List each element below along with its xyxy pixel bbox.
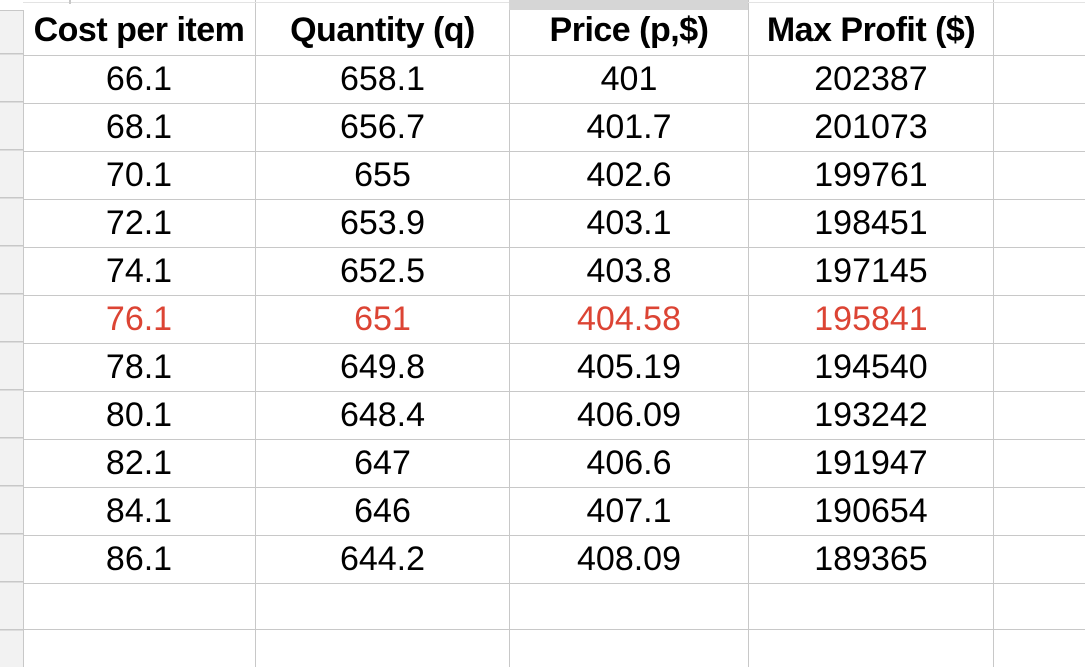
- cell[interactable]: [994, 488, 1085, 535]
- cell[interactable]: 70.1: [23, 152, 256, 199]
- cell[interactable]: 655: [256, 152, 510, 199]
- cell[interactable]: [994, 152, 1085, 199]
- cell[interactable]: 658.1: [256, 56, 510, 103]
- cell[interactable]: 653.9: [256, 200, 510, 247]
- cell[interactable]: [994, 536, 1085, 583]
- cell[interactable]: 84.1: [23, 488, 256, 535]
- header-cell[interactable]: Price (p,$): [510, 0, 749, 55]
- header-cell[interactable]: [994, 0, 1085, 55]
- cell[interactable]: 403.1: [510, 200, 749, 247]
- cell[interactable]: 198451: [749, 200, 994, 247]
- cell[interactable]: 652.5: [256, 248, 510, 295]
- cell[interactable]: [994, 344, 1085, 391]
- cell[interactable]: [23, 584, 256, 629]
- cell[interactable]: 68.1: [23, 104, 256, 151]
- table-row: 72.1 653.9 403.1 198451: [23, 200, 1085, 248]
- cell[interactable]: [994, 56, 1085, 103]
- table-row: 68.1 656.7 401.7 201073: [23, 104, 1085, 152]
- header-cell[interactable]: Max Profit ($): [749, 0, 994, 55]
- cell[interactable]: 201073: [749, 104, 994, 151]
- table-row: 82.1 647 406.6 191947: [23, 440, 1085, 488]
- cell[interactable]: 72.1: [23, 200, 256, 247]
- table-row: 74.1 652.5 403.8 197145: [23, 248, 1085, 296]
- cell[interactable]: 404.58: [510, 296, 749, 343]
- table-row: 70.1 655 402.6 199761: [23, 152, 1085, 200]
- cell[interactable]: 651: [256, 296, 510, 343]
- cell[interactable]: [256, 630, 510, 667]
- cell[interactable]: 194540: [749, 344, 994, 391]
- cell[interactable]: 82.1: [23, 440, 256, 487]
- cell[interactable]: 78.1: [23, 344, 256, 391]
- cell[interactable]: 401: [510, 56, 749, 103]
- cell[interactable]: 648.4: [256, 392, 510, 439]
- cell[interactable]: 190654: [749, 488, 994, 535]
- cell[interactable]: 656.7: [256, 104, 510, 151]
- table-row: 84.1 646 407.1 190654: [23, 488, 1085, 536]
- cell[interactable]: [994, 200, 1085, 247]
- cell[interactable]: 644.2: [256, 536, 510, 583]
- cell[interactable]: [994, 584, 1085, 629]
- cell[interactable]: 647: [256, 440, 510, 487]
- table-row: 78.1 649.8 405.19 194540: [23, 344, 1085, 392]
- header-row: Cost per item Quantity (q) Price (p,$) Max …: [23, 0, 1085, 56]
- cell[interactable]: [994, 104, 1085, 151]
- cell[interactable]: 74.1: [23, 248, 256, 295]
- empty-row[interactable]: [23, 630, 1085, 667]
- cell[interactable]: [23, 630, 256, 667]
- cell[interactable]: [994, 440, 1085, 487]
- cell[interactable]: 191947: [749, 440, 994, 487]
- cell[interactable]: 202387: [749, 56, 994, 103]
- cell[interactable]: 401.7: [510, 104, 749, 151]
- price-column-header-chip[interactable]: [509, 0, 748, 10]
- table-row: 80.1 648.4 406.09 193242: [23, 392, 1085, 440]
- cell[interactable]: [994, 248, 1085, 295]
- sheet-grid: Cost per item Quantity (q) Price (p,$) Max …: [23, 0, 1085, 667]
- cell[interactable]: [749, 584, 994, 629]
- cell[interactable]: 646: [256, 488, 510, 535]
- cell[interactable]: 76.1: [23, 296, 256, 343]
- cell[interactable]: 406.09: [510, 392, 749, 439]
- table-row: 66.1 658.1 401 202387: [23, 56, 1085, 104]
- cell[interactable]: 649.8: [256, 344, 510, 391]
- table-row-highlighted: 76.1 651 404.58 195841: [23, 296, 1085, 344]
- cell[interactable]: 80.1: [23, 392, 256, 439]
- top-gridline-stub: [69, 0, 71, 4]
- cell[interactable]: [994, 296, 1085, 343]
- cell[interactable]: [994, 392, 1085, 439]
- cell[interactable]: 403.8: [510, 248, 749, 295]
- table-row: 86.1 644.2 408.09 189365: [23, 536, 1085, 584]
- cell[interactable]: 189365: [749, 536, 994, 583]
- header-cell[interactable]: Cost per item: [23, 0, 256, 55]
- cell[interactable]: [510, 630, 749, 667]
- cell[interactable]: 405.19: [510, 344, 749, 391]
- cell[interactable]: 402.6: [510, 152, 749, 199]
- cell[interactable]: 193242: [749, 392, 994, 439]
- cell[interactable]: 197145: [749, 248, 994, 295]
- cell[interactable]: [510, 584, 749, 629]
- cell[interactable]: 407.1: [510, 488, 749, 535]
- cell[interactable]: 66.1: [23, 56, 256, 103]
- cell[interactable]: 408.09: [510, 536, 749, 583]
- header-cell[interactable]: Quantity (q): [256, 0, 510, 55]
- cell[interactable]: 199761: [749, 152, 994, 199]
- cell[interactable]: 406.6: [510, 440, 749, 487]
- empty-row[interactable]: [23, 584, 1085, 630]
- row-header-column[interactable]: [0, 10, 24, 667]
- cell[interactable]: [256, 584, 510, 629]
- cell[interactable]: 195841: [749, 296, 994, 343]
- cell[interactable]: [749, 630, 994, 667]
- cell[interactable]: [994, 630, 1085, 667]
- cell[interactable]: 86.1: [23, 536, 256, 583]
